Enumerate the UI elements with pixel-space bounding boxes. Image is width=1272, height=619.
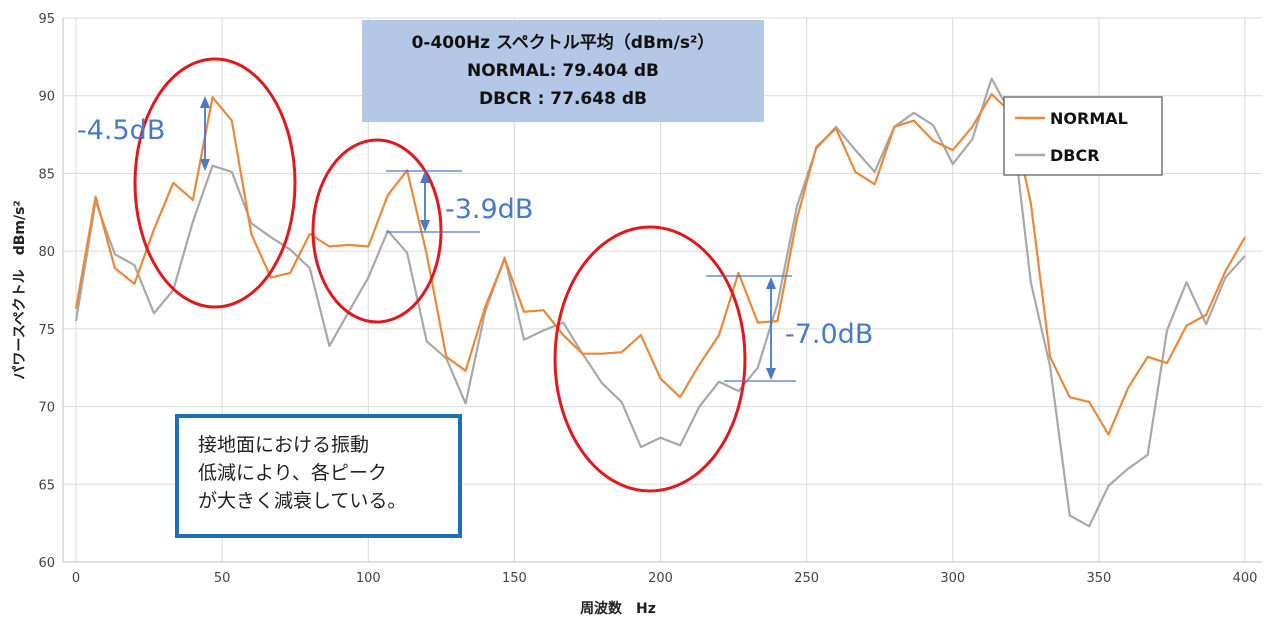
- x-tick-label: 400: [1233, 571, 1258, 586]
- legend-label-normal: NORMAL: [1050, 109, 1128, 128]
- x-axis: 0 50 100 150 200 250 300 350 400: [72, 571, 1258, 586]
- peak-circle-1: [133, 57, 297, 309]
- y-tick-label: 80: [38, 245, 55, 260]
- note-line-3: が大きく減衰している。: [198, 490, 406, 512]
- y-tick-label: 75: [38, 323, 55, 338]
- legend-label-dbcr: DBCR: [1050, 146, 1100, 165]
- drop-arrow-3: [706, 275, 796, 382]
- info-line-2: NORMAL: 79.404 dB: [467, 61, 659, 81]
- drop-arrow-2: [386, 170, 480, 233]
- drop-arrow-1: [200, 96, 210, 171]
- note-line-1: 接地面における振動: [198, 434, 369, 456]
- y-tick-label: 95: [38, 12, 55, 27]
- drop-label-2: -3.9dB: [445, 194, 533, 225]
- y-tick-label: 65: [38, 478, 55, 493]
- y-tick-label: 85: [38, 167, 55, 182]
- y-axis: 60 65 70 75 80 85 90 95: [38, 12, 55, 571]
- drop-label-1: -4.5dB: [77, 115, 165, 146]
- note-box: [175, 414, 462, 538]
- y-tick-label: 70: [38, 401, 55, 416]
- series-line-normal: [74, 93, 1246, 436]
- series-line-dbcr: [74, 77, 1246, 528]
- y-tick-label: 90: [38, 90, 55, 105]
- peak-circle-2: [311, 138, 443, 324]
- info-line-3: DBCR : 77.648 dB: [479, 89, 647, 109]
- x-tick-label: 150: [502, 571, 527, 586]
- y-tick-label: 60: [38, 556, 55, 571]
- x-tick-label: 350: [1086, 571, 1111, 586]
- info-box: [362, 20, 764, 122]
- y-axis-title: パワースペクトル dBm/s²: [12, 200, 28, 379]
- note-line-2: 低減により、各ピーク: [198, 462, 387, 484]
- plot-lines: [74, 77, 1246, 528]
- x-axis-title: 周波数 Hz: [580, 600, 656, 617]
- drop-label-3: -7.0dB: [785, 319, 873, 350]
- x-tick-label: 50: [214, 571, 231, 586]
- info-line-1: 0-400Hz スペクトル平均（dBm/s²）: [412, 32, 715, 53]
- x-tick-label: 100: [356, 571, 381, 586]
- peak-circle-3: [553, 225, 747, 493]
- x-tick-label: 200: [648, 571, 673, 586]
- x-tick-label: 250: [794, 571, 819, 586]
- x-tick-label: 300: [940, 571, 965, 586]
- x-tick-label: 0: [72, 571, 80, 586]
- legend-box: [1003, 96, 1163, 176]
